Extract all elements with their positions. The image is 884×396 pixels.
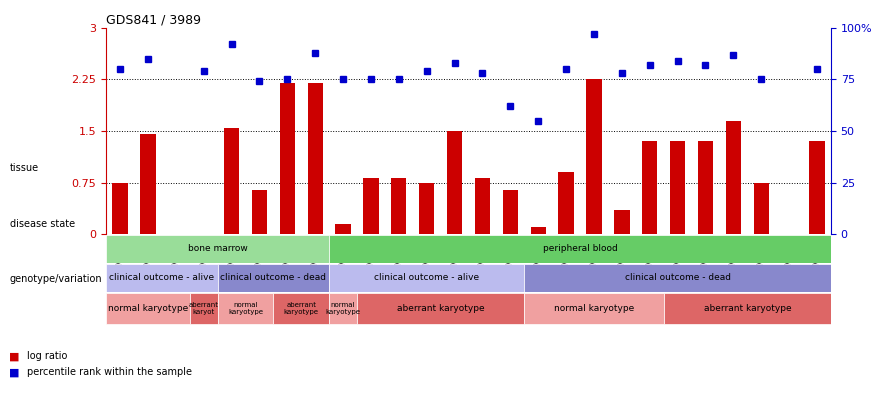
Bar xyxy=(726,121,741,234)
FancyBboxPatch shape xyxy=(329,235,831,263)
Text: normal karyotype: normal karyotype xyxy=(108,304,188,313)
Text: clinical outcome - dead: clinical outcome - dead xyxy=(625,273,730,282)
Text: percentile rank within the sample: percentile rank within the sample xyxy=(27,367,192,377)
Text: normal karyotype: normal karyotype xyxy=(554,304,634,313)
Text: genotype/variation: genotype/variation xyxy=(10,274,103,284)
Bar xyxy=(335,224,351,234)
Bar xyxy=(697,141,713,234)
Text: normal
karyotype: normal karyotype xyxy=(228,302,263,315)
Bar xyxy=(530,227,546,234)
Bar xyxy=(419,183,434,234)
Text: clinical outcome - alive: clinical outcome - alive xyxy=(110,273,215,282)
Text: aberrant karyotype: aberrant karyotype xyxy=(704,304,791,313)
Bar xyxy=(447,131,462,234)
Text: log ratio: log ratio xyxy=(27,351,67,362)
Bar xyxy=(559,172,574,234)
FancyBboxPatch shape xyxy=(217,264,329,292)
Text: GDS841 / 3989: GDS841 / 3989 xyxy=(106,13,201,27)
Text: ■: ■ xyxy=(9,351,19,362)
Text: normal
karyotype: normal karyotype xyxy=(325,302,361,315)
Text: aberrant karyotype: aberrant karyotype xyxy=(397,304,484,313)
Bar xyxy=(141,135,156,234)
FancyBboxPatch shape xyxy=(357,293,524,324)
Bar xyxy=(391,178,407,234)
Text: disease state: disease state xyxy=(10,219,75,229)
Bar xyxy=(614,210,629,234)
Text: peripheral blood: peripheral blood xyxy=(543,244,617,253)
Text: aberrant
karyotype: aberrant karyotype xyxy=(284,302,319,315)
Text: tissue: tissue xyxy=(10,163,39,173)
FancyBboxPatch shape xyxy=(329,293,357,324)
Bar xyxy=(670,141,685,234)
Text: clinical outcome - alive: clinical outcome - alive xyxy=(374,273,479,282)
Bar xyxy=(279,83,295,234)
Text: ■: ■ xyxy=(9,367,19,377)
Bar xyxy=(224,128,240,234)
FancyBboxPatch shape xyxy=(190,293,217,324)
FancyBboxPatch shape xyxy=(273,293,329,324)
Text: clinical outcome - dead: clinical outcome - dead xyxy=(220,273,326,282)
Bar xyxy=(252,190,267,234)
Bar xyxy=(112,183,127,234)
FancyBboxPatch shape xyxy=(106,293,190,324)
Text: bone marrow: bone marrow xyxy=(187,244,248,253)
Bar xyxy=(308,83,323,234)
Bar xyxy=(586,79,602,234)
Bar xyxy=(642,141,658,234)
FancyBboxPatch shape xyxy=(329,264,524,292)
Bar xyxy=(753,183,769,234)
Bar xyxy=(503,190,518,234)
FancyBboxPatch shape xyxy=(524,264,831,292)
Bar xyxy=(810,141,825,234)
Bar xyxy=(475,178,490,234)
FancyBboxPatch shape xyxy=(106,235,329,263)
Bar xyxy=(363,178,378,234)
Text: aberrant
karyot: aberrant karyot xyxy=(188,302,218,315)
FancyBboxPatch shape xyxy=(524,293,664,324)
FancyBboxPatch shape xyxy=(106,264,217,292)
FancyBboxPatch shape xyxy=(664,293,831,324)
FancyBboxPatch shape xyxy=(217,293,273,324)
